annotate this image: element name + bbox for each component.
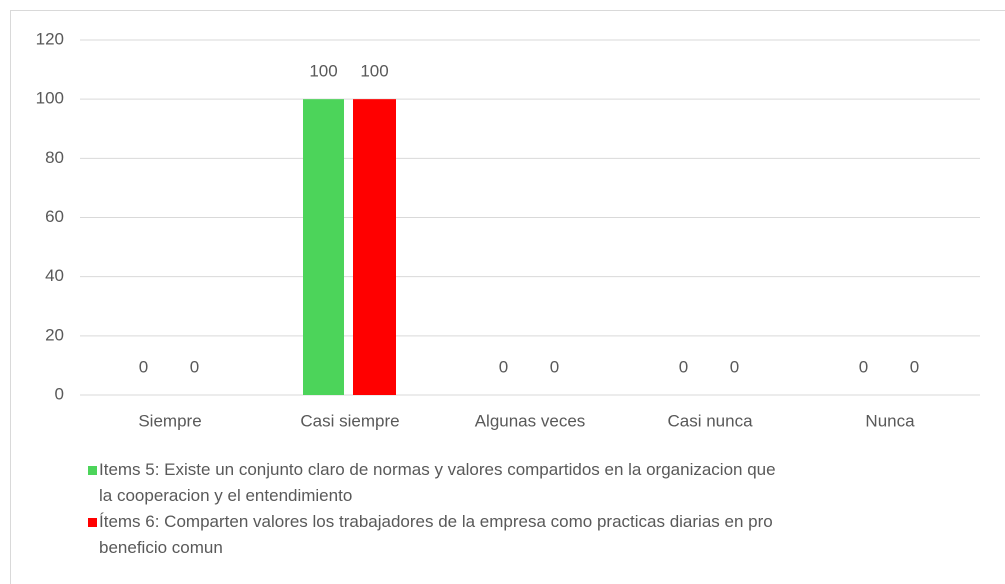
y-tick-label: 120 [36,29,64,48]
bar [353,99,396,396]
y-tick-label: 0 [55,384,64,403]
data-label: 0 [679,357,688,376]
x-tick-label: Casi siempre [300,411,399,430]
data-label: 0 [190,357,199,376]
legend-item: Ítems 6: Comparten valores los trabajado… [88,509,1005,561]
legend-item: Items 5: Existe un conjunto claro de nor… [88,457,1005,509]
chart-frame [10,10,1005,584]
bar [303,99,344,396]
data-label: 0 [550,357,559,376]
data-label: 0 [910,357,919,376]
legend-label: Items 5: Existe un conjunto claro de nor… [99,460,776,505]
y-tick-label: 80 [45,148,64,167]
y-tick-label: 60 [45,207,64,226]
data-label: 0 [730,357,739,376]
x-tick-label: Nunca [865,411,915,430]
data-label: 0 [859,357,868,376]
x-tick-label: Casi nunca [667,411,753,430]
x-tick-label: Algunas veces [475,411,586,430]
data-label: 0 [139,357,148,376]
legend-label: Ítems 6: Comparten valores los trabajado… [99,512,773,557]
legend-swatch [88,466,97,475]
x-tick-label: Siempre [138,411,201,430]
data-label: 100 [360,62,388,81]
y-tick-label: 20 [45,325,64,344]
y-tick-label: 40 [45,266,64,285]
legend-swatch [88,518,97,527]
data-label: 100 [309,62,337,81]
data-label: 0 [499,357,508,376]
y-tick-label: 100 [36,89,64,108]
